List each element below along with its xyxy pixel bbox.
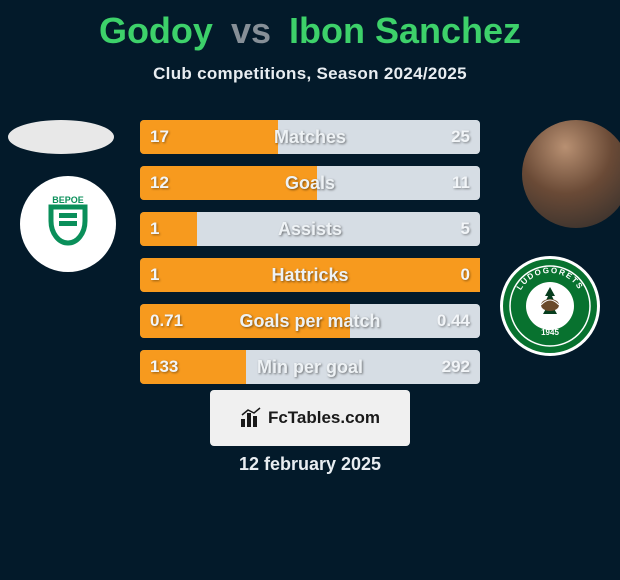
stat-row: 1725Matches [140, 120, 480, 154]
stat-label: Matches [140, 120, 480, 154]
badge1-text-icon: BEPOE [52, 195, 84, 205]
stat-row: 1211Goals [140, 166, 480, 200]
player1-club-badge: BEPOE [20, 176, 116, 272]
stat-row: 133292Min per goal [140, 350, 480, 384]
stat-label: Assists [140, 212, 480, 246]
stat-row: 0.710.44Goals per match [140, 304, 480, 338]
stat-row: 10Hattricks [140, 258, 480, 292]
subtitle: Club competitions, Season 2024/2025 [0, 64, 620, 84]
stat-label: Goals per match [140, 304, 480, 338]
vs-label: vs [231, 10, 271, 51]
stat-label: Hattricks [140, 258, 480, 292]
svg-text:1945: 1945 [541, 328, 559, 337]
stat-label: Min per goal [140, 350, 480, 384]
player2-club-badge: LUDOGORETS 1945 [500, 256, 600, 356]
player2-name: Ibon Sanchez [289, 10, 521, 51]
source-label: FcTables.com [268, 408, 380, 428]
date-label: 12 february 2025 [0, 454, 620, 475]
chart-icon [240, 407, 262, 429]
stats-table: 1725Matches 1211Goals 15Assists 10Hattricks… [140, 120, 480, 396]
stat-row: 15Assists [140, 212, 480, 246]
player1-name: Godoy [99, 10, 213, 51]
comparison-title: Godoy vs Ibon Sanchez [0, 0, 620, 52]
stat-label: Goals [140, 166, 480, 200]
player2-avatar [522, 120, 620, 228]
source-badge: FcTables.com [210, 390, 410, 446]
player1-avatar [8, 120, 114, 154]
